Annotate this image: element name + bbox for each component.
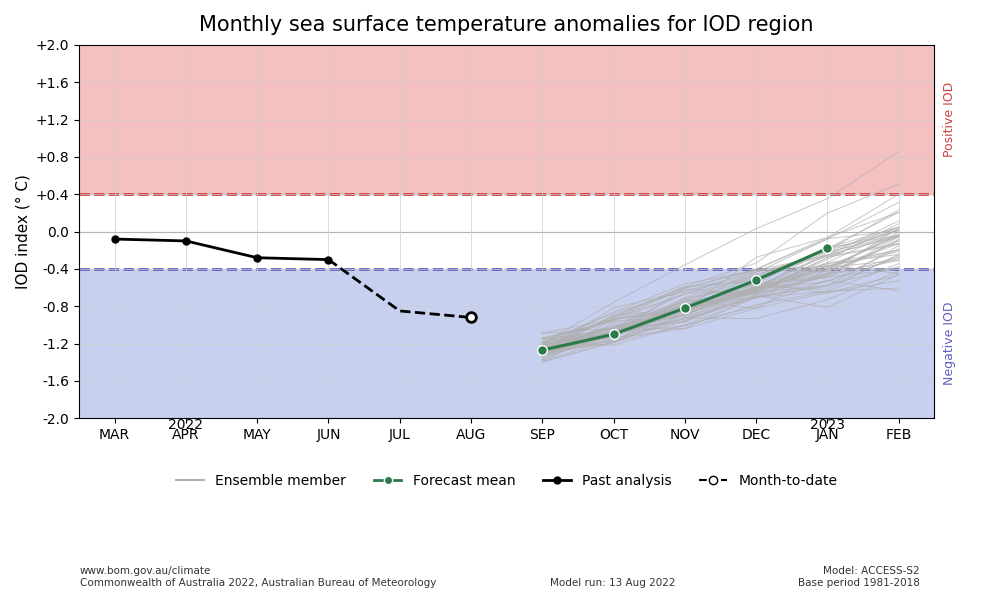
Text: www.bom.gov.au/climate
Commonwealth of Australia 2022, Australian Bureau of Mete: www.bom.gov.au/climate Commonwealth of A… [80, 566, 436, 588]
Past analysis [109, 235, 121, 242]
Past analysis [180, 238, 192, 245]
Forecast mean [608, 331, 620, 338]
Line: Past analysis: Past analysis [111, 236, 332, 263]
Past analysis [251, 254, 263, 262]
Line: Forecast mean: Forecast mean [537, 244, 832, 355]
Title: Monthly sea surface temperature anomalies for IOD region: Monthly sea surface temperature anomalie… [199, 15, 814, 35]
Text: 2023: 2023 [810, 418, 845, 433]
Legend: Ensemble member, Forecast mean, Past analysis, Month-to-date: Ensemble member, Forecast mean, Past ana… [171, 469, 843, 494]
Text: Negative IOD: Negative IOD [943, 302, 956, 385]
Bar [79, 45, 934, 194]
Bar [79, 269, 934, 418]
Text: Model: ACCESS-S2
Base period 1981-2018: Model: ACCESS-S2 Base period 1981-2018 [798, 566, 920, 588]
Forecast mean [821, 245, 833, 252]
Y-axis label: IOD index (° C): IOD index (° C) [15, 174, 30, 289]
Text: Positive IOD: Positive IOD [943, 82, 956, 157]
Forecast mean [750, 277, 762, 284]
Forecast mean [679, 305, 691, 312]
Text: Model run: 13 Aug 2022: Model run: 13 Aug 2022 [550, 578, 676, 588]
Forecast mean [536, 347, 548, 354]
Text: 2022: 2022 [168, 418, 203, 433]
Past analysis [322, 256, 334, 263]
